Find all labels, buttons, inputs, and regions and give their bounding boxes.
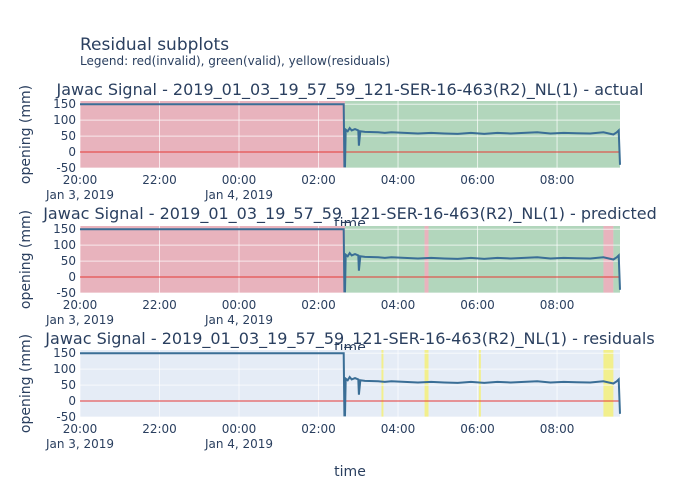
subplot-title: Jawac Signal - 2019_01_03_19_57_59_121-S… (44, 329, 654, 349)
x-tick-date-label: Jan 3, 2019 (45, 188, 114, 202)
x-tick-label: 22:00 (142, 173, 177, 187)
x-tick-label: 00:00 (222, 422, 257, 436)
x-tick-label: 02:00 (301, 173, 336, 187)
figure-title: Residual subplots (80, 35, 229, 55)
x-tick-label: 06:00 (460, 173, 495, 187)
x-tick-label: 20:00 (63, 298, 98, 312)
y-tick-label: 150 (53, 97, 76, 111)
y-tick-label: 50 (61, 378, 76, 392)
series-line (80, 228, 621, 293)
x-tick-label: 04:00 (381, 173, 416, 187)
y-tick-label: 0 (68, 145, 76, 159)
region-invalid-1 (80, 226, 346, 293)
x-tick-label: 22:00 (142, 422, 177, 436)
plot-background (80, 350, 620, 417)
y-tick-label: 50 (61, 254, 76, 268)
x-tick-date-label: Jan 3, 2019 (45, 313, 114, 327)
region-valid-6 (613, 226, 620, 293)
y-tick-label: 100 (53, 362, 76, 376)
region-residual-4 (603, 350, 614, 417)
x-tick-label: 20:00 (63, 422, 98, 436)
x-tick-date-label: Jan 4, 2019 (204, 437, 273, 451)
y-tick-label: -50 (56, 410, 76, 424)
x-tick-label: 04:00 (381, 298, 416, 312)
x-tick-label: 08:00 (540, 173, 575, 187)
y-tick-label: 150 (53, 346, 76, 360)
y-tick-label: 100 (53, 113, 76, 127)
y-tick-label: 50 (61, 129, 76, 143)
x-tick-date-label: Jan 3, 2019 (45, 437, 114, 451)
region-invalid-5 (603, 226, 614, 293)
y-tick-label: 0 (68, 394, 76, 408)
series-line (80, 352, 621, 417)
y-tick-label: 100 (53, 238, 76, 252)
region-residual-2 (424, 350, 429, 417)
x-tick-label: 04:00 (381, 422, 416, 436)
x-tick-label: 06:00 (460, 422, 495, 436)
region-residual-1 (381, 350, 384, 417)
figure-subtitle: Legend: red(invalid), green(valid), yell… (80, 54, 390, 68)
x-tick-label: 02:00 (301, 298, 336, 312)
x-tick-date-label: Jan 4, 2019 (204, 313, 273, 327)
region-invalid-1 (80, 101, 346, 168)
series-line (80, 103, 621, 168)
x-tick-label: 08:00 (540, 298, 575, 312)
y-axis-label: opening (mm) (18, 85, 34, 184)
x-tick-date-label: Jan 4, 2019 (204, 188, 273, 202)
x-tick-label: 08:00 (540, 422, 575, 436)
x-tick-label: 20:00 (63, 173, 98, 187)
x-axis-label: time (334, 464, 366, 480)
subplot-title: Jawac Signal - 2019_01_03_19_57_59_121-S… (42, 204, 657, 224)
region-invalid-3 (424, 226, 429, 293)
x-tick-label: 00:00 (222, 173, 257, 187)
y-tick-label: -50 (56, 161, 76, 175)
x-tick-label: 22:00 (142, 298, 177, 312)
subplot-title: Jawac Signal - 2019_01_03_19_57_59_121-S… (56, 80, 644, 100)
y-axis-label: opening (mm) (18, 210, 34, 309)
x-tick-label: 06:00 (460, 298, 495, 312)
x-tick-label: 00:00 (222, 298, 257, 312)
x-tick-label: 02:00 (301, 422, 336, 436)
y-tick-label: 150 (53, 222, 76, 236)
y-tick-label: -50 (56, 286, 76, 300)
y-axis-label: opening (mm) (18, 334, 34, 433)
y-tick-label: 0 (68, 270, 76, 284)
region-valid-2 (345, 226, 425, 293)
